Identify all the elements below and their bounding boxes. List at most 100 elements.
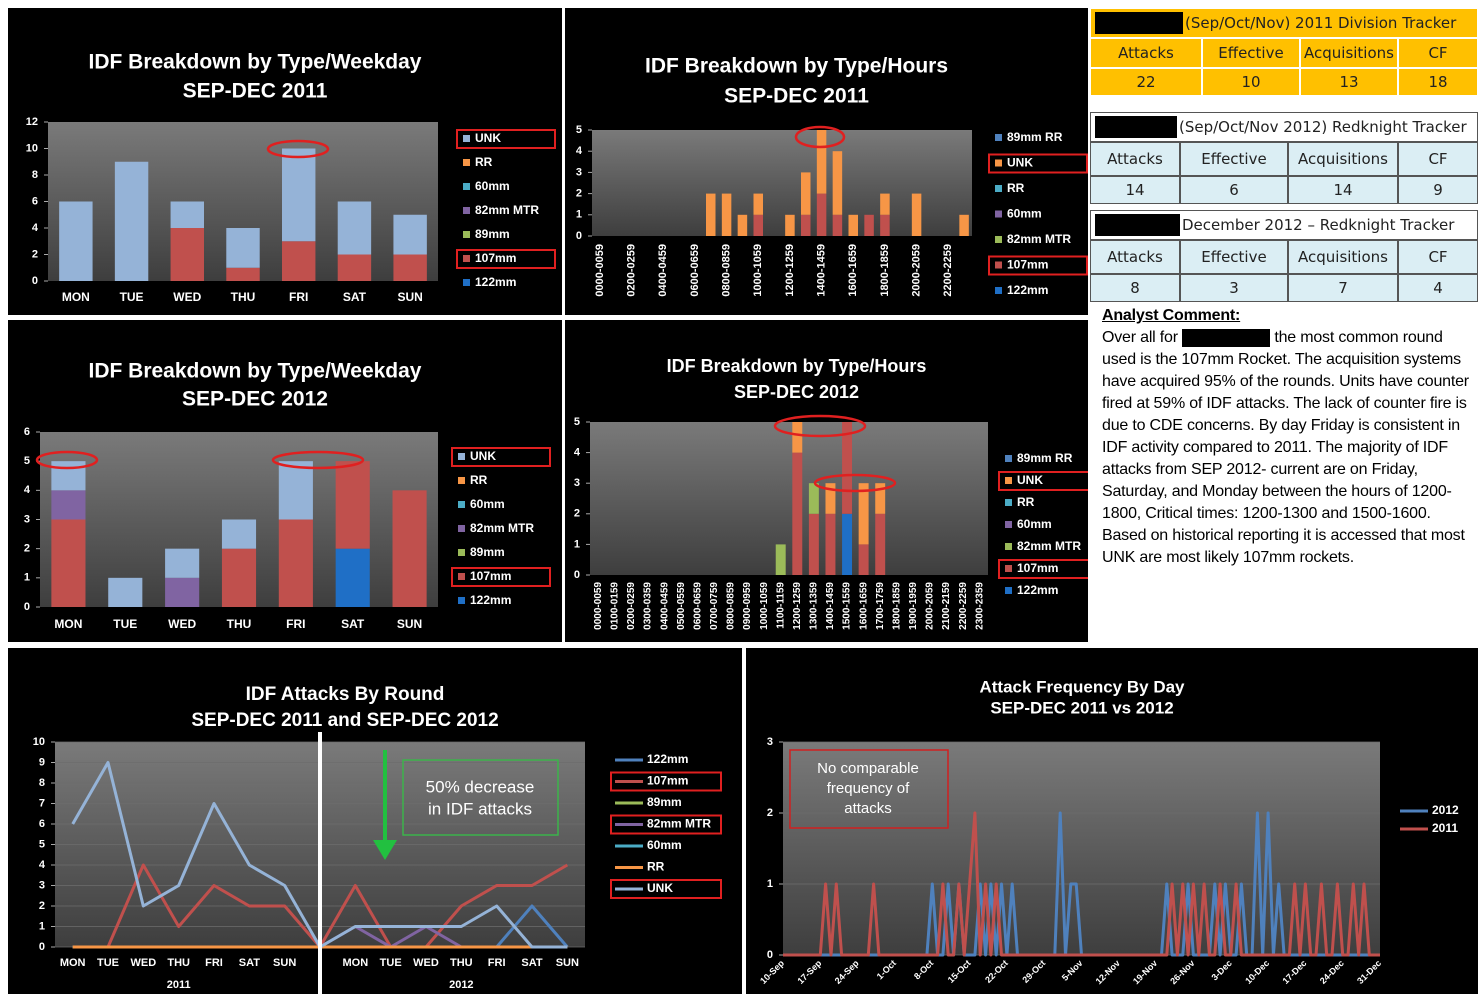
analyst-comment: Analyst Comment: Over all for the most c… <box>1094 305 1476 640</box>
legend-swatch <box>458 597 465 604</box>
bar-segment <box>775 544 786 575</box>
bar-segment <box>278 461 313 520</box>
tracker-value: 9 <box>1398 176 1478 204</box>
bar-segment <box>753 214 763 236</box>
x-tick-label: 1100-1159 <box>775 582 786 629</box>
legend-swatch <box>1005 565 1012 572</box>
chart-panel: IDF Attacks By Round SEP-DEC 2011 and SEP… <box>8 648 742 994</box>
tracker-header: CF <box>1398 240 1478 274</box>
annotation: frequency of <box>827 780 910 797</box>
tracker-value: 3 <box>1180 274 1288 302</box>
x-tick-label: 2300-2359 <box>974 582 985 630</box>
legend-label: 122mm <box>1017 583 1058 597</box>
x-tick-label: 31-Dec <box>1355 958 1383 986</box>
bar-segment <box>282 241 316 281</box>
highlight-ellipse <box>35 450 99 470</box>
legend-swatch <box>458 525 465 532</box>
legend-swatch <box>1005 587 1012 594</box>
x-tick-label: TUE <box>113 617 137 631</box>
highlight-ellipse <box>773 414 867 438</box>
bar-segment <box>792 452 803 575</box>
legend-swatch <box>1005 455 1012 462</box>
x-tick-label: 24-Sep <box>833 958 861 986</box>
bar-segment <box>51 461 86 491</box>
tracker-value: 18 <box>1398 68 1478 96</box>
redaction <box>1182 328 1271 347</box>
legend-label: 2011 <box>1432 821 1458 835</box>
tracker-table: December 2012 – Redknight Tracker Attacks… <box>1090 210 1478 302</box>
chart-subtitle: SEP-DEC 2012 <box>734 382 859 402</box>
bar-segment <box>875 513 886 575</box>
y-tick-label: 3 <box>24 513 30 525</box>
legend-swatch <box>995 236 1002 243</box>
legend-label: 60mm <box>1017 517 1052 531</box>
tracker-header-row: Attacks Effective Acquisitions CF <box>1090 142 1478 176</box>
tracker-value: 13 <box>1300 68 1398 96</box>
comment-text: Over all for <box>1102 329 1178 346</box>
comment-title: Analyst Comment: <box>1102 307 1241 324</box>
x-tick-label: 2100-2159 <box>941 582 952 630</box>
legend-highlight <box>456 249 556 269</box>
x-tick-label: 26-Nov <box>1168 958 1196 986</box>
x-tick-label: 0700-0759 <box>709 582 720 630</box>
legend-label: 89mm <box>475 227 510 241</box>
y-tick-label: 1 <box>24 572 30 584</box>
bar-segment <box>842 422 853 514</box>
tracker-value: 8 <box>1090 274 1180 302</box>
bar-segment <box>792 422 803 453</box>
bar-segment <box>959 214 969 236</box>
redaction <box>1095 116 1177 138</box>
x-tick-label: 1900-1959 <box>908 582 919 630</box>
bar-segment <box>114 161 149 281</box>
bar-segment <box>221 548 257 607</box>
y-tick-label: 9 <box>39 756 45 768</box>
legend-label: 107mm <box>470 569 511 583</box>
plot-area <box>590 422 988 575</box>
x-tick-label: 1800-1859 <box>891 582 902 630</box>
annotation-box <box>402 759 559 836</box>
y-tick-label: 4 <box>39 859 46 871</box>
x-tick-label: 1000-1059 <box>759 582 770 630</box>
y-tick-label: 2 <box>24 543 30 555</box>
x-tick-label: 22-Oct <box>983 958 1010 985</box>
legend-label: 60mm <box>1007 207 1042 221</box>
x-tick-label: THU <box>231 290 256 304</box>
x-tick-label: 0300-0359 <box>643 582 654 630</box>
bar-segment <box>108 577 143 607</box>
redaction <box>1095 12 1183 34</box>
legend-label: 107mm <box>1007 258 1048 272</box>
y-tick-label: 7 <box>39 797 45 809</box>
x-tick-label: 1300-1359 <box>809 582 820 630</box>
y-tick-label: 2 <box>574 508 580 520</box>
x-tick-label: 1700-1759 <box>875 582 886 630</box>
y-tick-label: 4 <box>576 145 583 157</box>
tracker-table: (Sep/Oct/Nov) 2011 Division Tracker Attac… <box>1090 8 1478 96</box>
x-tick-label: 0400-0459 <box>659 582 670 630</box>
x-tick-label: FRI <box>289 290 308 304</box>
chart-subtitle: SEP-DEC 2011 <box>183 80 328 103</box>
x-tick-label: 24-Dec <box>1318 958 1346 986</box>
x-tick-label: 0900-0959 <box>742 582 753 630</box>
chart-panel: IDF Breakdown by Type/Hours SEP-DEC 2011 0… <box>565 8 1088 315</box>
legend-swatch <box>463 255 470 262</box>
x-tick-label: 17-Sep <box>795 958 823 986</box>
x-tick-label: 0800-0859 <box>720 244 732 297</box>
tracker-header: Effective <box>1180 142 1288 176</box>
legend-label: 60mm <box>470 497 505 511</box>
chart-title: Attack Frequency By Day <box>979 677 1185 696</box>
bar-segment <box>801 172 811 215</box>
bar-segment <box>165 577 200 607</box>
legend-swatch <box>995 287 1002 294</box>
tracker-value-row: 14 6 14 9 <box>1090 176 1478 204</box>
y-tick-label: 0 <box>39 941 45 953</box>
y-tick-label: 6 <box>39 818 45 830</box>
legend-label: RR <box>1007 181 1025 195</box>
bar-segment <box>808 483 819 514</box>
x-tick-label: 10-Dec <box>1243 958 1271 986</box>
x-tick-label: MON <box>60 957 86 969</box>
bar-segment <box>335 548 370 607</box>
annotation: 50% decrease <box>426 777 535 796</box>
x-tick-label: MON <box>62 290 90 304</box>
y-tick-label: 0 <box>32 275 38 287</box>
